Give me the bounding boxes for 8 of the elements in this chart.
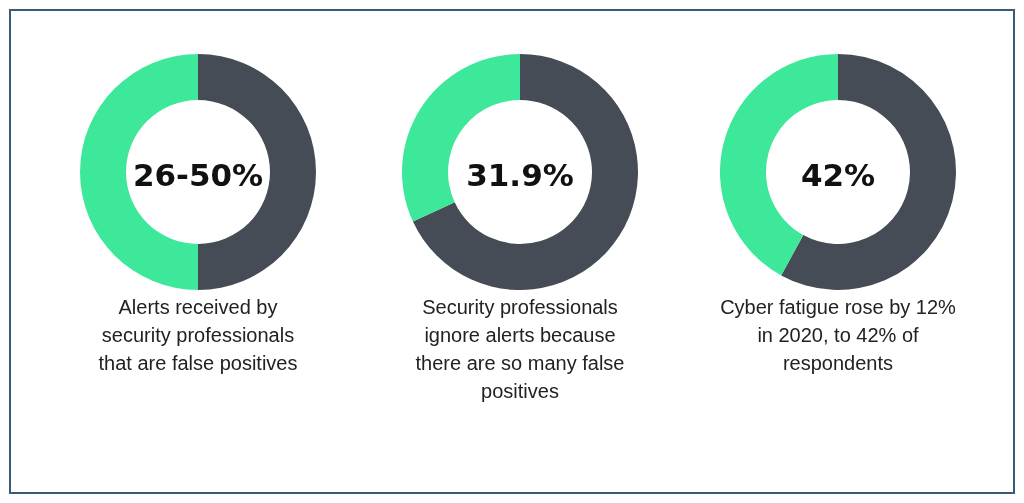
donut-slice <box>412 54 638 290</box>
text: 42% <box>800 157 876 193</box>
text: 31.9% <box>466 157 574 193</box>
text: Security professionals ignore alerts because there are so many false positives <box>415 296 625 402</box>
text: Alerts received by security professionals that are false positives <box>98 296 298 374</box>
text: 26-50% <box>132 157 264 193</box>
text: Cyber fatigue rose by 12% in 2020, to 42% of respondents <box>720 296 957 374</box>
donut-slice <box>781 54 956 290</box>
